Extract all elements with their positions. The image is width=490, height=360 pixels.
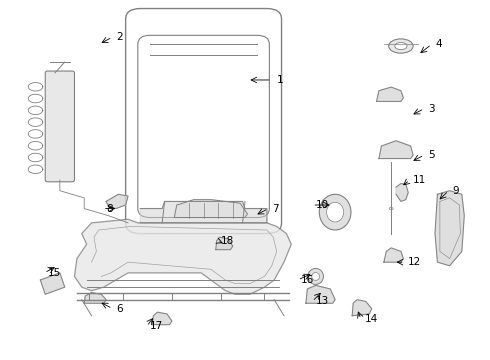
Polygon shape: [379, 141, 413, 158]
Text: 5: 5: [428, 150, 434, 160]
Polygon shape: [384, 248, 403, 262]
Ellipse shape: [389, 207, 393, 210]
Text: 1: 1: [277, 75, 283, 85]
Text: 3: 3: [428, 104, 434, 113]
Polygon shape: [376, 87, 403, 102]
Polygon shape: [435, 191, 464, 266]
Text: 11: 11: [413, 175, 426, 185]
Text: 16: 16: [301, 275, 314, 285]
Polygon shape: [306, 285, 335, 303]
Polygon shape: [396, 184, 408, 202]
Text: 8: 8: [106, 203, 113, 213]
Ellipse shape: [395, 42, 407, 50]
Text: 2: 2: [116, 32, 122, 42]
Polygon shape: [40, 273, 65, 294]
Polygon shape: [140, 202, 267, 223]
Text: 15: 15: [48, 268, 61, 278]
Text: 9: 9: [452, 186, 459, 196]
Text: 17: 17: [150, 321, 163, 332]
Text: 7: 7: [272, 203, 278, 213]
Polygon shape: [352, 300, 372, 316]
Ellipse shape: [319, 194, 351, 230]
Ellipse shape: [312, 273, 319, 280]
Text: 13: 13: [316, 296, 329, 306]
FancyBboxPatch shape: [45, 71, 74, 182]
Polygon shape: [174, 200, 247, 217]
FancyBboxPatch shape: [138, 35, 270, 217]
Ellipse shape: [327, 202, 343, 222]
Text: 18: 18: [220, 236, 234, 246]
Polygon shape: [152, 312, 172, 325]
Ellipse shape: [389, 39, 413, 53]
Text: 12: 12: [408, 257, 421, 267]
Polygon shape: [74, 219, 291, 294]
Text: 6: 6: [116, 303, 122, 314]
Text: 10: 10: [316, 200, 329, 210]
Polygon shape: [84, 293, 106, 303]
Ellipse shape: [308, 269, 323, 284]
Text: 14: 14: [365, 314, 378, 324]
Polygon shape: [106, 194, 128, 208]
Polygon shape: [216, 237, 233, 249]
Text: 4: 4: [435, 39, 441, 49]
